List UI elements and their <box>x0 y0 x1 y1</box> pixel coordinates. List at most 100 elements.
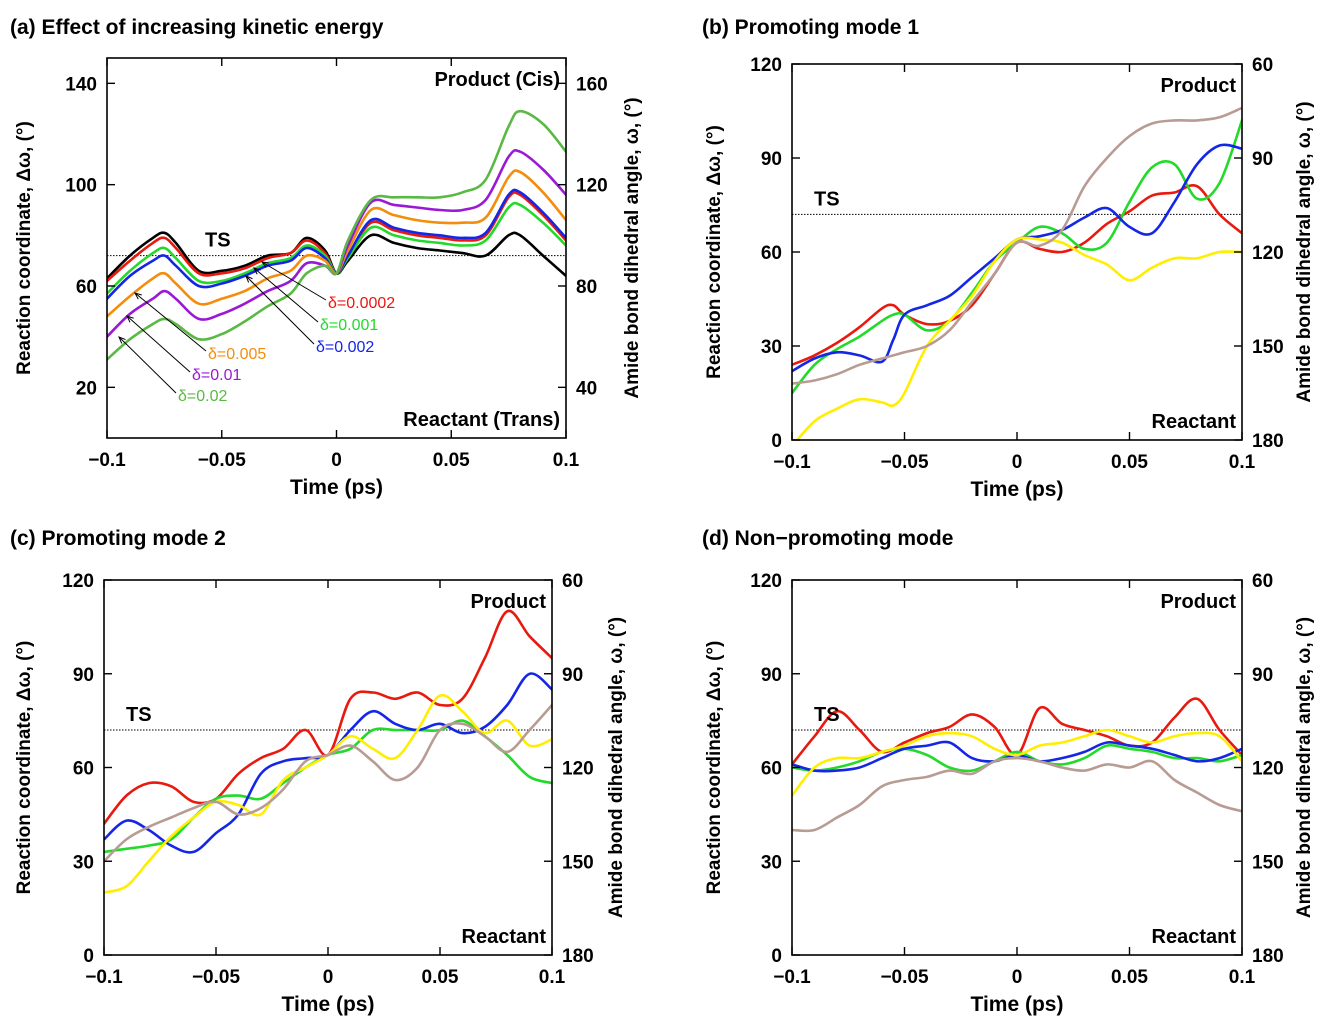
y2-tick-label: 120 <box>1252 759 1284 780</box>
y-tick-label: 90 <box>761 665 782 686</box>
ts-label: TS <box>126 704 152 726</box>
y2-tick-label: 60 <box>562 571 583 592</box>
y2-axis-label: Amide bond dihedral angle, ω, (°) <box>622 97 643 398</box>
y-tick-label: 120 <box>62 571 94 592</box>
delta-label: δ=0.001 <box>320 317 378 334</box>
series-line <box>104 609 552 826</box>
x-tick-label: 0 <box>323 967 334 988</box>
y-axis-label: Reaction coordinate, Δω, (°) <box>704 641 725 895</box>
x-axis-label: Time (ps) <box>282 993 375 1016</box>
x-tick-label: −0.1 <box>85 967 123 988</box>
annotation-arrow <box>245 275 315 345</box>
y2-tick-label: 150 <box>1252 337 1284 358</box>
delta-label: δ=0.01 <box>192 367 241 384</box>
y2-tick-label: 150 <box>562 852 594 873</box>
y2-tick-label: 60 <box>1252 571 1273 592</box>
x-tick-label: 0.1 <box>539 967 566 988</box>
x-tick-label: 0.05 <box>1111 452 1148 473</box>
y2-tick-label: 180 <box>1252 431 1284 452</box>
y2-tick-label: 120 <box>1252 243 1284 264</box>
y2-tick-label: 80 <box>576 277 597 298</box>
panel-a: (a) Effect of increasing kinetic energy −… <box>10 16 643 499</box>
series-line <box>792 728 1242 797</box>
delta-label: δ=0.0002 <box>328 295 395 312</box>
series-group <box>104 609 552 894</box>
y-tick-label: 0 <box>83 946 94 967</box>
delta-label: δ=0.005 <box>208 346 266 363</box>
annotation-arrowhead <box>134 292 142 300</box>
annotation-arrowhead <box>126 315 134 323</box>
series-line <box>795 236 1242 440</box>
annotation-arrow <box>261 261 327 301</box>
series-line <box>792 106 1242 385</box>
x-tick-label: 0 <box>1012 967 1023 988</box>
product-label: Product (Cis) <box>434 69 560 91</box>
series-line <box>792 119 1242 395</box>
series-line <box>104 693 552 894</box>
x-tick-label: −0.05 <box>198 450 247 471</box>
y2-tick-label: 160 <box>576 74 608 95</box>
y-tick-label: 20 <box>76 378 97 399</box>
y-tick-label: 30 <box>761 852 782 873</box>
y-tick-label: 60 <box>761 243 782 264</box>
x-tick-label: 0 <box>1012 452 1023 473</box>
y2-axis-label: Amide bond dihedral angle, ω, (°) <box>606 617 627 918</box>
x-tick-label: 0 <box>331 450 342 471</box>
y2-tick-label: 180 <box>562 946 594 967</box>
y-tick-label: 60 <box>73 759 94 780</box>
x-axis-label: Time (ps) <box>971 993 1064 1016</box>
plot-frame <box>103 579 553 956</box>
y-tick-label: 60 <box>76 277 97 298</box>
reactant-label: Reactant <box>1152 411 1237 433</box>
series-line <box>792 740 1242 773</box>
annotation-arrowhead <box>253 267 261 275</box>
x-axis-label: Time (ps) <box>971 478 1064 501</box>
series-line <box>792 743 1242 773</box>
product-label: Product <box>1160 591 1236 613</box>
series-group <box>107 109 566 361</box>
y-axis-label: Reaction coordinate, Δω, (°) <box>704 125 725 379</box>
x-tick-label: 0.05 <box>433 450 470 471</box>
series-line <box>104 703 552 863</box>
y-tick-label: 120 <box>750 55 782 76</box>
y-tick-label: 100 <box>65 176 97 197</box>
delta-label: δ=0.02 <box>178 388 227 405</box>
series-line <box>107 109 566 361</box>
x-tick-label: −0.05 <box>880 452 929 473</box>
annotation-arrowhead <box>245 275 253 283</box>
y-axis-label: Reaction coordinate, Δω, (°) <box>14 121 35 375</box>
annotation-arrow <box>134 292 207 352</box>
y2-tick-label: 120 <box>562 759 594 780</box>
annotation-arrow <box>126 315 191 373</box>
y-tick-label: 0 <box>771 431 782 452</box>
y-tick-label: 30 <box>761 337 782 358</box>
panel-c: (c) Promoting mode 2 −0.1 −0.05 0 0.05 0.1 0 30… <box>10 527 627 1016</box>
ts-label: TS <box>814 704 840 726</box>
x-tick-label: −0.1 <box>88 450 126 471</box>
reactant-label: Reactant <box>1152 926 1237 948</box>
series-line <box>792 756 1242 833</box>
x-tick-label: −0.1 <box>773 967 811 988</box>
annotation-arrowhead <box>260 261 270 268</box>
y2-axis-label: Amide bond dihedral angle, ω, (°) <box>1294 101 1315 402</box>
y2-tick-label: 150 <box>1252 852 1284 873</box>
y2-tick-label: 40 <box>576 378 597 399</box>
x-axis-label: Time (ps) <box>290 476 383 499</box>
y-tick-label: 90 <box>761 149 782 170</box>
x-tick-label: 0.1 <box>553 450 580 471</box>
y-tick-label: 0 <box>771 946 782 967</box>
ts-label: TS <box>205 230 231 252</box>
y2-tick-label: 90 <box>1252 665 1273 686</box>
panel-b: (b) Promoting mode 1 −0.1 −0.05 0 0.05 0.1 0 30… <box>702 16 1315 501</box>
panel-title: (b) Promoting mode 1 <box>702 16 919 39</box>
reactant-label: Reactant <box>462 926 547 948</box>
panel-title: (c) Promoting mode 2 <box>10 527 226 550</box>
product-label: Product <box>470 591 546 613</box>
x-tick-label: 0.05 <box>422 967 459 988</box>
y-tick-label: 140 <box>65 74 97 95</box>
panel-title: (a) Effect of increasing kinetic energy <box>10 16 384 39</box>
series-line <box>107 191 566 283</box>
panel-d: (d) Non−promoting mode −0.1 −0.05 0 0.05 0.1 0… <box>702 527 1315 1016</box>
reactant-label: Reactant (Trans) <box>403 409 560 431</box>
